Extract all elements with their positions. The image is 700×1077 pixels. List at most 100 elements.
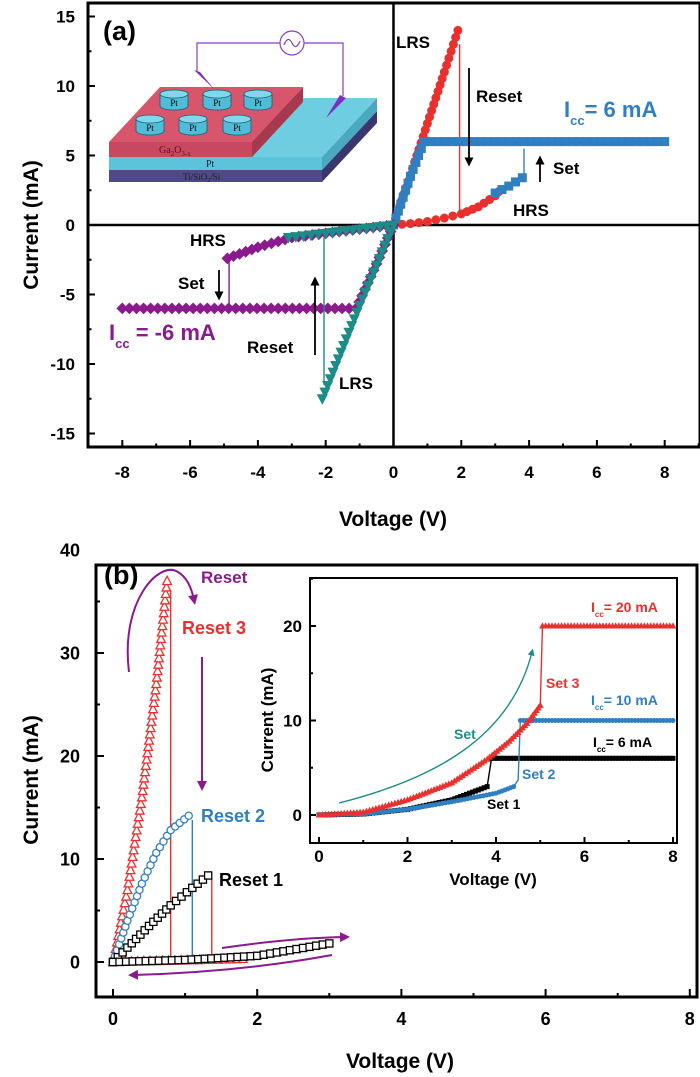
data-point (135, 797, 147, 809)
series-3 (315, 622, 677, 818)
data-point (347, 225, 359, 237)
x-tick-label: 0 (389, 463, 398, 482)
inset-axis-ticks: 0 2 4 6 8 0 10 20 (283, 577, 678, 866)
substrate-label: Ti/SiO2/Si (183, 172, 221, 184)
data-point (132, 817, 144, 828)
x-tick-label: 0 (314, 847, 323, 866)
pt-electrode: Pt (222, 114, 252, 136)
x-axis-label-a: Voltage (V) (339, 508, 447, 531)
data-point (122, 883, 133, 895)
series-2 (108, 811, 194, 967)
inset-y-axis-label: Current (mA) (258, 668, 277, 773)
x-tick-label: 6 (580, 847, 589, 866)
data-point (448, 211, 458, 221)
x-tick-label: 4 (396, 1009, 406, 1029)
data-point (511, 784, 517, 790)
electrode-label: Pt (146, 123, 154, 133)
annotation-icc-neg: Icc = -6 mA (109, 320, 216, 351)
data-point (161, 574, 173, 586)
annotation-hrs-neg: HRS (190, 231, 226, 250)
data-point (517, 173, 527, 183)
data-point (123, 877, 134, 888)
x-axis-label-b: Voltage (V) (346, 1050, 454, 1073)
y-tick-label: 30 (60, 643, 80, 663)
inset-chart: 0 2 4 6 8 0 10 20 Icc= 20 mA Set 3 Icc= 10 mA I… (258, 577, 678, 889)
data-point (316, 394, 328, 405)
data-point (453, 25, 463, 35)
data-point (340, 226, 352, 237)
electrode-label: Pt (254, 98, 262, 108)
x-tick-label: 8 (668, 847, 677, 866)
data-point (145, 721, 157, 733)
data-point (325, 939, 334, 948)
y-tick-label: 0 (66, 216, 75, 235)
data-point (373, 254, 385, 265)
annotation-hrs-pos: HRS (513, 201, 549, 220)
data-point (130, 830, 142, 842)
y-axis-label-b: Current (mA) (20, 715, 43, 845)
data-point (376, 247, 388, 258)
data-point (319, 387, 331, 399)
data-point (536, 701, 544, 708)
data-point (143, 734, 155, 745)
data-point (203, 871, 213, 880)
data-point (136, 930, 145, 939)
data-point (335, 347, 347, 359)
x-tick-label: 8 (660, 463, 669, 482)
electrode-label: Pt (189, 123, 197, 133)
data-point (149, 690, 161, 701)
data-point (157, 613, 169, 624)
data-point (305, 230, 317, 242)
switching-line (486, 758, 493, 787)
bottom-electrode-label: Pt (206, 159, 215, 170)
data-point (138, 778, 149, 789)
data-point (142, 740, 154, 752)
annotation-reset1: Reset 1 (219, 870, 283, 890)
data-point (154, 639, 166, 650)
data-point (140, 926, 149, 935)
data-point (136, 791, 148, 802)
inset-x-axis-label: Voltage (V) (449, 870, 537, 889)
data-point (158, 607, 170, 618)
data-point (118, 903, 129, 914)
data-point (156, 626, 168, 637)
probe-tip-icon (326, 95, 346, 118)
annotation-set-neg: Set (178, 274, 205, 293)
reset-arc-arrow (126, 569, 198, 673)
annotation-reset-neg: Reset (247, 338, 294, 357)
annotation-reset3: Reset 3 (182, 618, 246, 638)
data-point (327, 367, 339, 379)
data-point (333, 227, 345, 238)
switching-line (539, 625, 544, 706)
data-point (360, 223, 372, 235)
x-tick-label: 6 (592, 463, 601, 482)
x-tick-label: 2 (403, 847, 412, 866)
data-point (129, 837, 141, 848)
data-point (158, 600, 170, 611)
data-point (131, 934, 141, 944)
series-4 (282, 220, 400, 405)
inset-plot-area (315, 622, 677, 818)
data-point (338, 341, 350, 352)
data-point (330, 360, 342, 372)
data-point (356, 294, 368, 306)
data-point (177, 892, 186, 901)
electrode-label: Pt (170, 98, 178, 108)
data-point (171, 896, 181, 906)
circuit-wire (196, 42, 280, 72)
inset-annotation-set3: Set 3 (546, 675, 580, 691)
data-point (137, 784, 149, 796)
y-tick-label: 0 (70, 952, 80, 972)
data-point (359, 287, 371, 299)
data-point (127, 850, 138, 862)
data-point (382, 233, 394, 245)
data-point (140, 759, 152, 770)
x-tick-label: -8 (115, 463, 130, 482)
data-point (405, 219, 415, 229)
data-point (156, 619, 168, 631)
y-tick-label: 20 (60, 746, 80, 766)
data-point (124, 870, 135, 881)
data-point (160, 587, 172, 599)
